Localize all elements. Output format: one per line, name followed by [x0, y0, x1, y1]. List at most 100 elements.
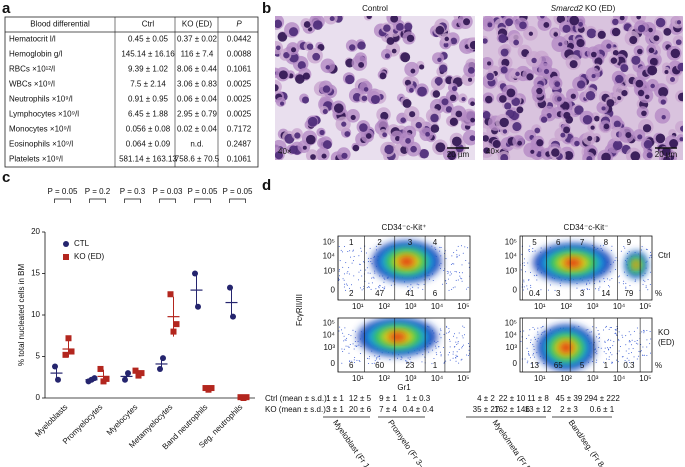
event-dot: [618, 331, 620, 333]
p-bracket: [124, 198, 141, 203]
event-dot: [628, 251, 630, 253]
event-dot: [605, 326, 607, 328]
table-cell: 0.02 ± 0.04: [177, 125, 218, 134]
event-dot: [365, 269, 367, 271]
event-dot: [624, 271, 626, 273]
event-dot: [352, 343, 354, 345]
nucleus: [647, 65, 658, 76]
event-dot: [375, 245, 377, 247]
nucleus: [390, 16, 399, 23]
event-dot: [629, 361, 631, 363]
x-tick-label: 10³: [587, 374, 599, 383]
event-dot: [446, 326, 448, 328]
nucleus: [515, 71, 520, 77]
event-dot: [443, 333, 445, 335]
nucleus: [637, 134, 643, 140]
nucleus: [295, 74, 305, 84]
event-dot: [440, 267, 442, 269]
table-cell: 145.14 ± 16.16: [121, 50, 175, 59]
event-dot: [534, 338, 536, 340]
event-dot: [542, 325, 544, 327]
event-dot: [638, 355, 640, 357]
y-tick-label: 5: [36, 352, 41, 361]
event-dot: [439, 250, 441, 252]
x-tick-label: 10⁵: [639, 302, 651, 311]
event-dot: [409, 356, 411, 358]
cell: [462, 129, 475, 146]
table-cell: 0.1061: [227, 65, 252, 74]
nucleus: [363, 87, 369, 92]
event-dot: [599, 280, 601, 282]
nucleus: [350, 114, 356, 121]
micrograph: [483, 16, 683, 160]
event-dot: [417, 287, 419, 289]
nucleus: [492, 140, 501, 149]
nucleus: [597, 30, 606, 39]
event-dot: [453, 333, 455, 335]
event-dot: [461, 278, 463, 280]
y-tick-label: 10³: [505, 266, 517, 275]
nucleus: [670, 76, 676, 82]
event-dot: [537, 333, 539, 335]
event-dot: [618, 350, 620, 352]
event-dot: [447, 354, 449, 356]
event-dot: [371, 362, 373, 364]
event-dot: [608, 349, 610, 351]
event-dot: [628, 331, 630, 333]
nucleus: [553, 32, 559, 37]
event-dot: [647, 289, 649, 291]
nucleus: [655, 133, 666, 144]
event-dot: [458, 348, 460, 350]
nucleus: [502, 129, 508, 134]
event-dot: [409, 289, 411, 291]
cell: [275, 96, 286, 107]
event-dot: [615, 333, 617, 335]
event-dot: [440, 255, 442, 257]
event-dot: [611, 278, 613, 280]
event-dot: [464, 334, 466, 336]
event-dot: [594, 282, 596, 284]
p-value: P = 0.05: [48, 187, 78, 196]
fraction-label: Band/seg. (Fr 8–9): [567, 418, 613, 467]
table-header: P: [236, 20, 242, 29]
event-dot: [523, 286, 525, 288]
event-dot: [383, 281, 385, 283]
event-dot: [362, 261, 364, 263]
p-bracket: [54, 198, 71, 203]
event-dot: [361, 275, 363, 277]
event-dot: [439, 351, 441, 353]
micrograph: [275, 16, 475, 160]
event-dot: [628, 352, 630, 354]
event-dot: [604, 342, 606, 344]
y-tick-label: 0: [513, 359, 518, 368]
event-dot: [644, 280, 646, 282]
nucleus: [648, 27, 653, 33]
nucleus: [648, 47, 655, 54]
event-dot: [549, 284, 551, 286]
nucleus: [439, 64, 448, 73]
event-dot: [603, 351, 605, 353]
nucleus: [470, 117, 475, 123]
nucleus: [430, 124, 440, 133]
event-dot: [630, 334, 632, 336]
legend-marker: [63, 254, 69, 260]
nucleus: [540, 16, 545, 19]
event-dot: [625, 282, 627, 284]
event-dot: [407, 357, 409, 359]
nucleus: [302, 145, 307, 150]
event-dot: [433, 357, 435, 359]
nucleus: [661, 114, 666, 120]
table-cell: 8.06 ± 0.44: [177, 65, 218, 74]
event-dot: [626, 252, 628, 254]
event-dot: [407, 286, 409, 288]
event-dot: [524, 258, 526, 260]
event-dot: [442, 283, 444, 285]
event-dot: [528, 352, 530, 354]
event-dot: [359, 287, 361, 289]
event-dot: [540, 327, 542, 329]
event-dot: [449, 339, 451, 341]
y-tick-label: 0: [331, 359, 336, 368]
p-bracket: [89, 198, 106, 203]
p-bracket: [159, 198, 176, 203]
x-tick-label: 10³: [587, 302, 599, 311]
